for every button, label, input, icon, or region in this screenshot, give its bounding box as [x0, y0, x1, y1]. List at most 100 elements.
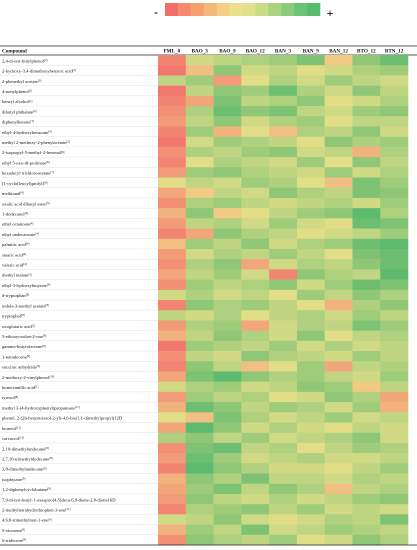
heatmap-cell [185, 269, 214, 280]
heatmap-cell [158, 422, 187, 434]
compound-label: gamma-butyrolactone[8] [2, 344, 46, 349]
heatmap-cell [241, 167, 270, 178]
heatmap-cell [380, 330, 409, 342]
heatmap-row: oxoglutaric acid[1] [0, 320, 409, 331]
heatmap-cell [269, 289, 298, 301]
heatmap-cell [380, 453, 409, 464]
heatmap-cell [380, 289, 409, 301]
heatmap-cell [158, 524, 187, 536]
heatmap-cell [324, 412, 353, 423]
heatmap-row: carvacrol[13] [0, 432, 409, 444]
heatmap-cell [269, 55, 298, 66]
compound-reference: [9] [45, 446, 49, 450]
heatmap-cell [380, 218, 409, 229]
heatmap-cell [296, 177, 325, 189]
legend-swatch [229, 3, 243, 16]
compound-reference: [9] [23, 538, 27, 542]
column-header: BAN_9 [303, 49, 320, 55]
heatmap-row: 2,4-di-tert-butylphenol[2] [0, 55, 409, 66]
heatmap-cell [380, 208, 409, 219]
heatmap-cell [241, 218, 270, 229]
heatmap-cell [296, 136, 325, 148]
heatmap-cell [269, 136, 298, 148]
heatmap-cell [324, 300, 353, 311]
heatmap-cell [296, 330, 325, 342]
heatmap-cell [296, 402, 325, 413]
heatmap-cell [269, 493, 298, 505]
heatmap-row: 5-ethoxyoxolan-2-one[8] [0, 330, 409, 342]
heatmap-cell [380, 422, 409, 434]
heatmap-cell [158, 289, 187, 301]
heatmap-cell [269, 432, 298, 444]
heatmap-cell [241, 75, 270, 86]
heatmap-cell [296, 218, 325, 229]
heatmap-cell [269, 106, 298, 117]
heatmap-cell [352, 371, 381, 382]
heatmap-row: methyl 3-(4-hydroxyphenyl)propanoate[11] [0, 402, 409, 413]
heatmap-cell [158, 106, 187, 117]
heatmap-cell [158, 228, 187, 240]
heatmap-row: 2-methyltetrahydrothiophen-3-one[11] [0, 504, 409, 515]
heatmap-cell [352, 381, 381, 393]
heatmap-cell [241, 320, 270, 331]
heatmap-row: tyrosol[8] [0, 391, 409, 403]
heatmap-row: 6-tridecene[9] [0, 534, 409, 546]
heatmap-cell [213, 95, 242, 107]
compound-label: 7,9-di-tert-butyl-1-oxaspiro[4,5]deca-6,… [2, 497, 116, 503]
heatmap-cell [352, 422, 381, 434]
heatmap-cell [324, 208, 353, 219]
heatmap-cell [241, 136, 270, 148]
heatmap-cell [380, 473, 409, 485]
heatmap-cell [158, 330, 187, 342]
compound-reference: [6] [46, 160, 50, 164]
heatmap-cell [158, 300, 187, 311]
heatmap-cell [241, 106, 270, 117]
heatmap-cell [213, 361, 242, 372]
heatmap-cell [352, 483, 381, 495]
compound-reference: [1] [29, 99, 33, 103]
compound-label: homovanillic acid[1] [2, 385, 39, 390]
heatmap-cell [158, 197, 187, 209]
heatmap-cell [213, 238, 242, 250]
compound-label: diphenylketone[3] [2, 119, 34, 124]
compound-reference: [4] [47, 283, 51, 287]
legend-swatch [190, 3, 205, 16]
heatmap-cell [213, 167, 242, 178]
heatmap-cell [380, 483, 409, 495]
heatmap-cell [352, 95, 381, 107]
heatmap-cell [241, 340, 270, 352]
heatmap-cell [380, 300, 409, 311]
heatmap-cell [213, 248, 242, 260]
heatmap-cell [380, 116, 409, 127]
heatmap-cell [241, 177, 270, 189]
heatmap-cell [158, 442, 187, 454]
heatmap-cell [352, 340, 381, 352]
heatmap-cell [380, 432, 409, 444]
heatmap-cell [213, 442, 242, 454]
heatmap-cell [269, 534, 298, 546]
heatmap-cell [380, 320, 409, 331]
heatmap-cell [241, 238, 270, 250]
heatmap-cell [241, 116, 270, 127]
legend-swatch [294, 3, 308, 16]
heatmap-cell [380, 95, 409, 107]
heatmap-row: 3,8-dimethylundecane[9] [0, 463, 409, 474]
heatmap-cell [269, 371, 298, 382]
heatmap-cell [269, 391, 298, 403]
heatmap-cell [213, 259, 242, 270]
heatmap-cell [296, 106, 325, 117]
heatmap-cell [296, 340, 325, 352]
heatmap-row: ethyl undecanoate[4] [0, 228, 409, 240]
heatmap-cell [296, 514, 325, 525]
heatmap-cell [241, 269, 270, 280]
heatmap-cell [324, 65, 353, 76]
heatmap-cell [352, 248, 381, 260]
heatmap-row: 2-hydroxy-3,4-dimethoxybenzoic acid[1] [0, 65, 409, 76]
heatmap-cell [269, 218, 298, 229]
heatmap-cell [324, 85, 353, 97]
heatmap-cell [352, 65, 381, 76]
compound-reference: [4] [28, 272, 32, 276]
heatmap-cell [213, 197, 242, 209]
heatmap-cell [352, 197, 381, 209]
column-header: BAN_12 [329, 49, 348, 55]
